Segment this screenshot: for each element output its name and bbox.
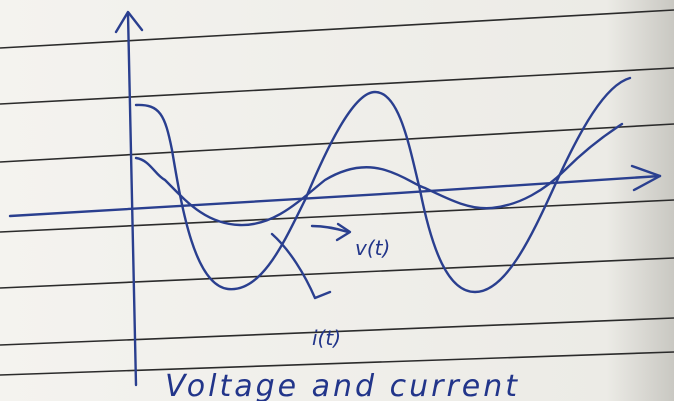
sketch: v(t) i(t) Voltage and current xyxy=(0,0,674,401)
caption: Voltage and current xyxy=(165,369,520,401)
voltage-label: v(t) xyxy=(355,236,390,260)
current-label: i(t) xyxy=(312,326,341,350)
